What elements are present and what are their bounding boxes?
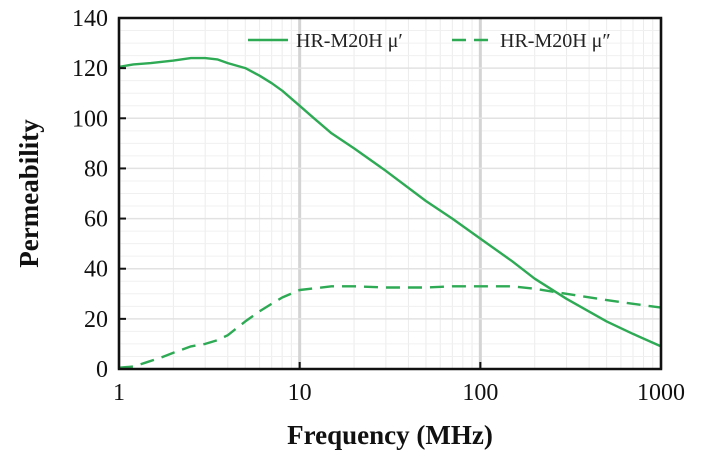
series-line-0: [118, 56, 662, 348]
y-tick-label: 40: [84, 257, 108, 283]
y-axis-title: Permeability: [14, 119, 44, 268]
x-tick-label: 1: [113, 380, 125, 406]
x-tick-label: 100: [462, 380, 498, 406]
legend: HR-M20H μ′ HR-M20H μ″: [248, 30, 611, 52]
x-tick-label: 10: [288, 380, 312, 406]
y-tick-label: 0: [96, 357, 108, 383]
y-tick-label: 60: [84, 207, 108, 233]
y-tick-label: 140: [72, 6, 108, 32]
y-tick-label: 120: [72, 56, 108, 82]
ticks: 0 20 40 60 80 100 120 140 1 10 100 1000: [72, 6, 685, 406]
legend-label-mu-prime: HR-M20H μ′: [296, 30, 403, 52]
y-tick-label: 80: [84, 156, 108, 182]
y-tick-label: 100: [72, 106, 108, 132]
plot-frame: [117, 16, 663, 371]
x-tick-label: 1000: [637, 380, 685, 406]
legend-label-mu-double-prime: HR-M20H μ″: [500, 30, 611, 52]
grid: [117, 17, 663, 370]
x-axis-title: Frequency (MHz): [287, 420, 493, 450]
curves: [118, 56, 662, 369]
series-line-1: [118, 285, 662, 369]
y-tick-label: 20: [84, 307, 108, 333]
